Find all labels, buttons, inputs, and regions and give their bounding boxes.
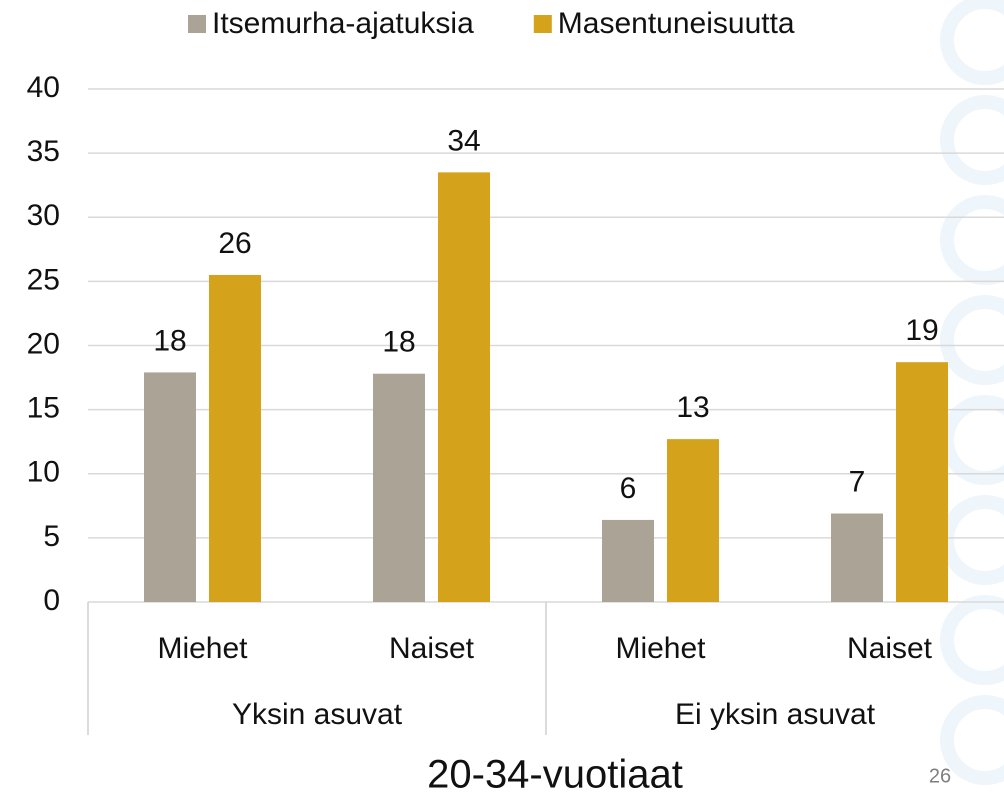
data-label: 19 [905, 314, 938, 347]
y-tick-label: 5 [43, 520, 60, 553]
y-tick-label: 10 [27, 456, 60, 489]
y-tick-label: 0 [43, 584, 60, 617]
x-tick-label: Naiset [389, 632, 475, 665]
bar [438, 172, 490, 603]
group-label: Ei yksin asuvat [675, 698, 876, 731]
x-tick-label: Miehet [157, 632, 248, 665]
y-tick-label: 35 [27, 135, 60, 168]
y-tick-label: 40 [27, 71, 60, 104]
data-label: 34 [447, 124, 480, 157]
legend-label: Masentuneisuutta [558, 7, 795, 40]
legend-swatch [188, 15, 206, 33]
x-axis-title: 20-34-vuotiaat [427, 753, 683, 797]
legend-swatch [533, 15, 552, 33]
y-tick-label: 30 [27, 199, 60, 232]
y-tick-label: 25 [27, 263, 60, 296]
bar [896, 362, 948, 602]
x-tick-label: Naiset [847, 632, 933, 665]
group-label: Yksin asuvat [232, 698, 403, 731]
data-label: 26 [218, 227, 251, 260]
bar [831, 513, 883, 602]
data-label: 13 [676, 391, 709, 424]
data-label: 18 [153, 324, 186, 357]
bar [209, 274, 261, 602]
bar [373, 373, 425, 602]
background-decoration [940, 0, 1004, 785]
legend-label: Itsemurha-ajatuksia [212, 7, 474, 40]
bar [667, 439, 719, 602]
data-label: 18 [382, 326, 415, 359]
data-label: 7 [849, 465, 866, 498]
y-tick-label: 15 [27, 392, 60, 425]
page-number: 26 [929, 765, 951, 787]
x-tick-label: Miehet [615, 632, 706, 665]
bar [144, 372, 196, 602]
bar [602, 519, 654, 602]
data-label: 6 [620, 472, 637, 505]
y-tick-label: 20 [27, 327, 60, 360]
